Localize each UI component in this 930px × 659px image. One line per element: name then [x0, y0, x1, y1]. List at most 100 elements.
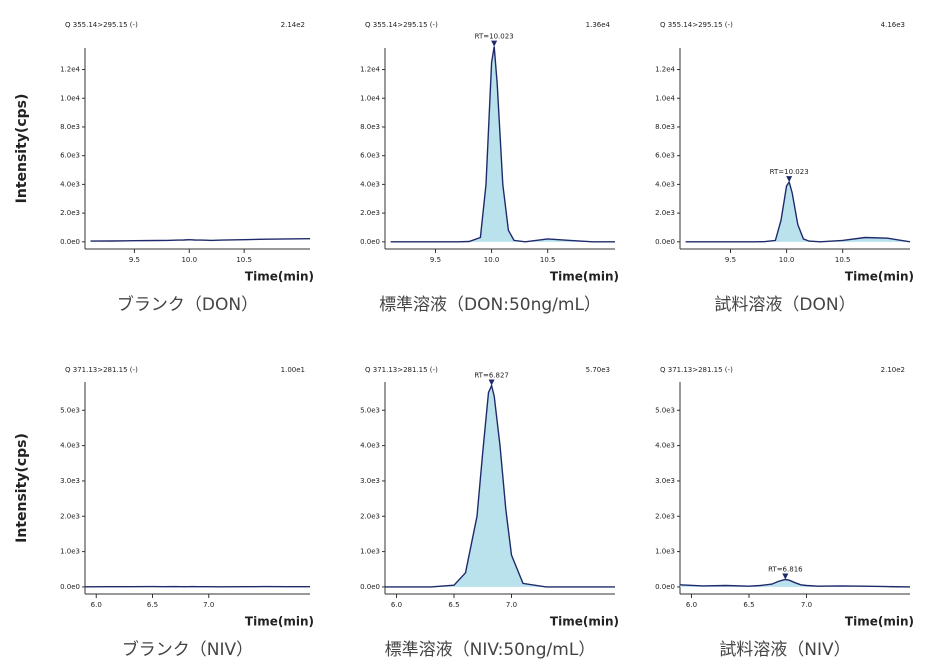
x-tick-label: 6.5 [743, 601, 754, 609]
x-tick-label: 6.0 [686, 601, 697, 609]
y-tick-label: 4.0e3 [60, 442, 80, 450]
trace-line [679, 578, 911, 588]
y-tick-label: 8.0e3 [60, 123, 80, 131]
y-tick-label: 0.0e0 [60, 583, 80, 591]
trace-header: Q 371.13>281.15 (-) [65, 366, 138, 374]
y-tick-label: 6.0e3 [655, 152, 675, 160]
x-axis-title: Time(min) [245, 270, 314, 284]
y-tick-label: 0.0e0 [655, 583, 675, 591]
scale-label: 4.16e3 [881, 21, 905, 29]
y-tick-label: 5.0e3 [655, 406, 675, 414]
y-tick-label: 8.0e3 [360, 123, 380, 131]
y-axis-title: Intensity(cps) [14, 433, 30, 543]
x-tick-label: 6.0 [391, 601, 402, 609]
y-tick-label: 2.0e3 [360, 512, 380, 520]
y-tick-label: 0.0e0 [360, 238, 380, 246]
y-tick-label: 1.2e4 [60, 66, 80, 74]
peak-area [390, 46, 615, 242]
x-axis-title: Time(min) [845, 270, 914, 284]
y-tick-label: 2.0e3 [60, 209, 80, 217]
y-tick-label: 3.0e3 [655, 477, 675, 485]
scale-label: 2.14e2 [281, 21, 305, 29]
y-tick-label: 4.0e3 [360, 180, 380, 188]
y-tick-label: 4.0e3 [60, 180, 80, 188]
peak-label: RT=6.827 [474, 372, 509, 380]
y-tick-label: 1.0e3 [655, 548, 675, 556]
panel-caption: ブランク（NIV） [122, 639, 253, 659]
peak-label: RT=6.816 [768, 566, 803, 574]
peak-marker [782, 573, 789, 580]
y-tick-label: 0.0e0 [60, 238, 80, 246]
peak-marker [488, 379, 495, 386]
x-tick-label: 9.5 [129, 256, 140, 264]
panel-caption: 試料溶液（NIV） [719, 640, 850, 659]
y-tick-label: 5.0e3 [60, 406, 80, 414]
y-tick-label: 2.0e3 [60, 512, 80, 520]
y-tick-label: 4.0e3 [655, 180, 675, 188]
x-tick-label: 10.0 [181, 256, 197, 264]
y-tick-label: 8.0e3 [655, 123, 675, 131]
trace-line [390, 46, 615, 243]
x-tick-label: 10.0 [779, 256, 795, 264]
x-tick-label: 9.5 [725, 256, 736, 264]
y-tick-label: 1.0e4 [655, 94, 675, 102]
panel-caption: 試料溶液（DON） [714, 295, 855, 315]
trace-line [90, 238, 311, 242]
trace-line [685, 180, 911, 243]
peak-marker [491, 40, 498, 47]
x-tick-label: 10.5 [835, 256, 851, 264]
x-tick-label: 6.0 [91, 601, 102, 609]
y-axis-title: Intensity(cps) [14, 94, 30, 204]
x-tick-label: 9.5 [430, 256, 441, 264]
x-axis-title: Time(min) [845, 615, 914, 629]
x-tick-label: 10.5 [540, 256, 556, 264]
trace-header: Q 355.14>295.15 (-) [65, 21, 138, 29]
y-tick-label: 6.0e3 [60, 152, 80, 160]
peak-label: RT=10.023 [770, 168, 809, 176]
y-tick-label: 0.0e0 [360, 583, 380, 591]
y-tick-label: 3.0e3 [60, 477, 80, 485]
y-tick-label: 4.0e3 [655, 442, 675, 450]
x-tick-label: 7.0 [506, 601, 517, 609]
y-tick-label: 1.0e4 [360, 94, 380, 102]
x-tick-label: 10.5 [236, 256, 252, 264]
y-tick-label: 2.0e3 [360, 209, 380, 217]
x-axis-title: Time(min) [550, 615, 619, 629]
trace-header: Q 355.14>295.15 (-) [365, 21, 438, 29]
x-tick-label: 7.0 [801, 601, 812, 609]
x-axis-title: Time(min) [550, 270, 619, 284]
panel-caption: 標準溶液（DON:50ng/mL） [379, 295, 601, 315]
x-axis-title: Time(min) [245, 615, 314, 629]
y-tick-label: 3.0e3 [360, 477, 380, 485]
trace-line [385, 383, 615, 588]
scale-label: 5.70e3 [586, 366, 610, 374]
peak-marker [786, 176, 793, 183]
x-tick-label: 10.0 [484, 256, 500, 264]
scale-label: 1.36e4 [586, 21, 611, 29]
y-tick-label: 2.0e3 [655, 209, 675, 217]
peak-area [385, 385, 615, 587]
peak-area [685, 182, 910, 242]
scale-label: 1.00e1 [281, 366, 305, 374]
panel-caption: ブランク（DON） [117, 294, 258, 315]
y-tick-label: 1.0e4 [60, 94, 80, 102]
y-tick-label: 2.0e3 [655, 512, 675, 520]
x-tick-label: 6.5 [147, 601, 158, 609]
trace-header: Q 355.14>295.15 (-) [660, 21, 733, 29]
y-tick-label: 1.2e4 [655, 66, 675, 74]
y-tick-label: 4.0e3 [360, 442, 380, 450]
y-tick-label: 1.2e4 [360, 66, 380, 74]
y-tick-label: 6.0e3 [360, 152, 380, 160]
y-tick-label: 1.0e3 [360, 548, 380, 556]
x-tick-label: 6.5 [448, 601, 459, 609]
scale-label: 2.10e2 [881, 366, 905, 374]
trace-header: Q 371.13>281.15 (-) [365, 366, 438, 374]
panel-caption: 標準溶液（NIV:50ng/mL） [385, 640, 596, 659]
trace-header: Q 371.13>281.15 (-) [660, 366, 733, 374]
y-tick-label: 5.0e3 [360, 406, 380, 414]
x-tick-label: 7.0 [203, 601, 214, 609]
y-tick-label: 1.0e3 [60, 548, 80, 556]
peak-label: RT=10.023 [475, 33, 514, 41]
y-tick-label: 0.0e0 [655, 238, 675, 246]
